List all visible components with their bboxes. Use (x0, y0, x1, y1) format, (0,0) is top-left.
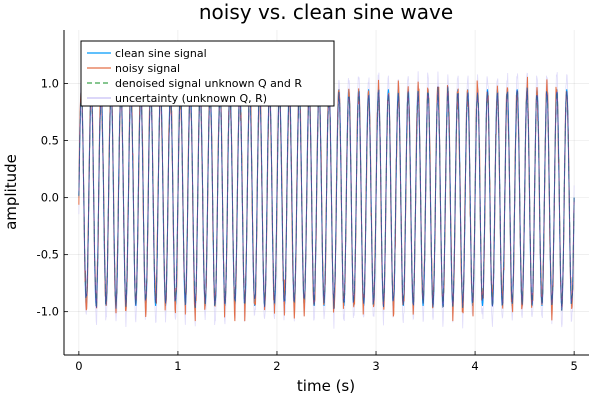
legend-entry-uncertainty: uncertainty (unknown Q, R) (87, 92, 267, 105)
y-ticks: 1.0 0.5 0.0 -0.5 -1.0 (37, 77, 68, 319)
denoised-signal-overlay-line (78, 85, 575, 311)
x-ticks: 0 1 2 3 4 5 (75, 351, 578, 373)
y-tick-label: -1.0 (37, 305, 59, 319)
legend-entry-noisy: noisy signal (87, 62, 180, 75)
chart-title: noisy vs. clean sine wave (199, 0, 453, 24)
legend-label-noisy: noisy signal (115, 62, 180, 75)
legend-entry-clean: clean sine signal (87, 47, 207, 60)
legend-entry-denoised: denoised signal unknown Q and R (87, 77, 302, 90)
x-tick-label: 5 (570, 359, 577, 373)
y-tick-label: -0.5 (37, 248, 59, 262)
x-tick-label: 0 (75, 359, 82, 373)
legend: clean sine signal noisy signal denoised … (80, 40, 335, 107)
x-axis-label: time (s) (297, 377, 355, 395)
x-tick-label: 4 (471, 359, 478, 373)
axes (63, 30, 589, 356)
y-axis-label: amplitude (2, 154, 20, 230)
x-tick-label: 3 (372, 359, 379, 373)
legend-label-clean: clean sine signal (115, 47, 207, 60)
y-tick-label: 0.0 (41, 191, 59, 205)
legend-label-denoised: denoised signal unknown Q and R (115, 77, 302, 90)
y-tick-label: 0.5 (41, 134, 59, 148)
x-tick-label: 2 (273, 359, 280, 373)
legend-box (80, 40, 335, 107)
legend-label-uncertainty: uncertainty (unknown Q, R) (115, 92, 267, 105)
x-tick-label: 1 (174, 359, 181, 373)
y-tick-label: 1.0 (41, 77, 59, 91)
